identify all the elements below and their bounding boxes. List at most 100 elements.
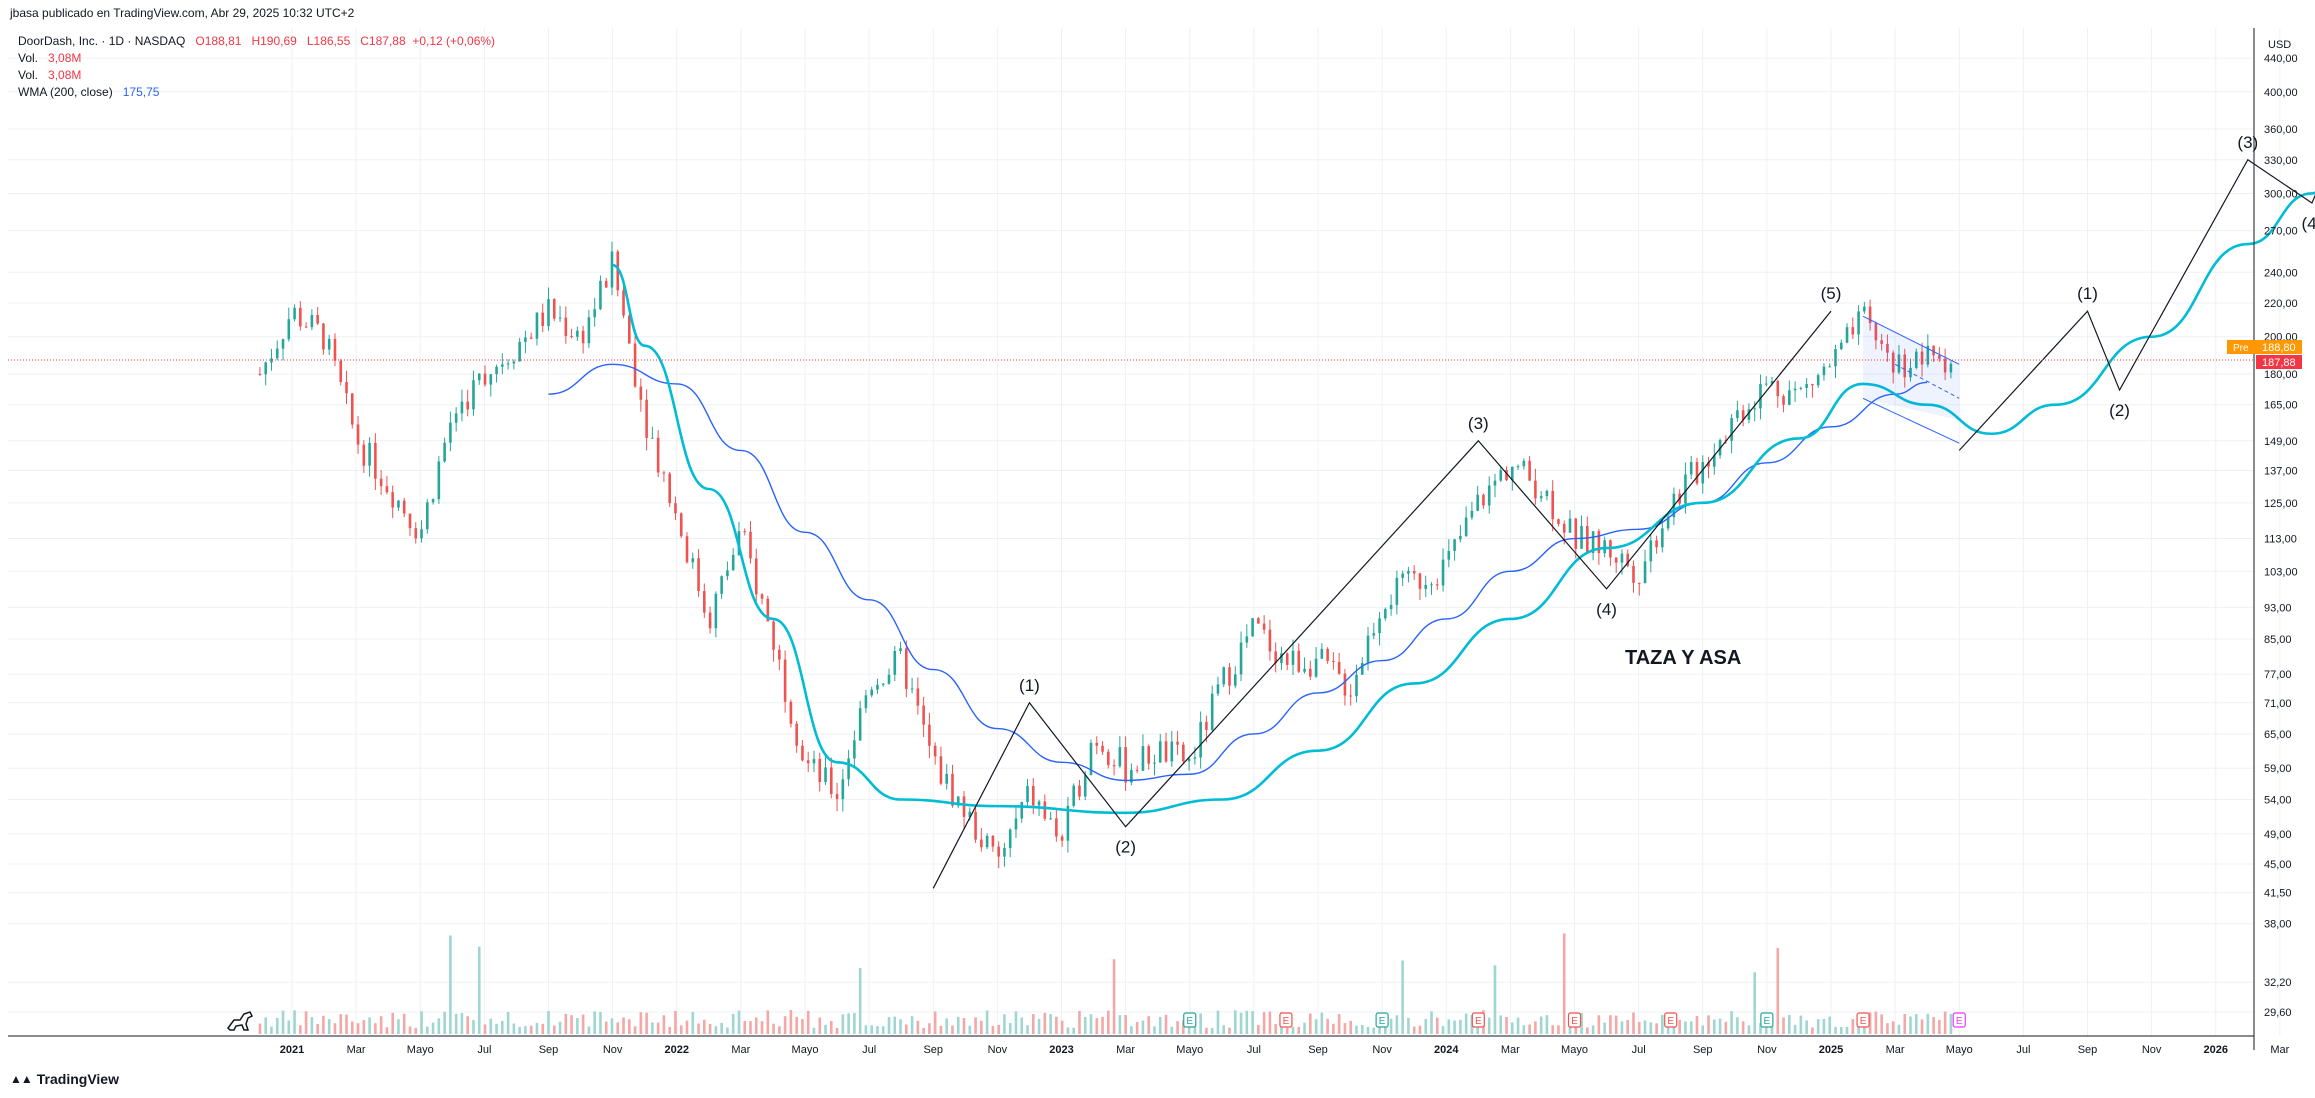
candle-body <box>604 280 608 288</box>
volume-bar <box>1447 1019 1451 1034</box>
candle-body <box>1493 480 1497 486</box>
volume-row-1[interactable]: Vol. 3,08M <box>18 50 495 67</box>
volume-bar <box>1349 1020 1353 1034</box>
earnings-icon[interactable] <box>1760 1012 1774 1028</box>
volume-bar <box>1216 1010 1220 1034</box>
candle-body <box>610 251 614 288</box>
candle-body <box>345 381 348 394</box>
candle-body <box>1568 518 1572 533</box>
candle-body <box>1868 306 1872 324</box>
candle-body <box>858 708 862 741</box>
volume-bar <box>916 1020 920 1034</box>
volume-bar <box>593 1011 596 1034</box>
volume-bar <box>541 1023 545 1034</box>
candle-body <box>1176 741 1179 745</box>
time-tick-label: 2024 <box>1434 1044 1459 1056</box>
wma-label: WMA (200, close) <box>18 85 113 99</box>
time-tick-label: 2023 <box>1049 1044 1073 1056</box>
candle-body <box>339 360 343 382</box>
volume-bar <box>824 1024 827 1034</box>
candle-body <box>402 500 406 514</box>
volume-bar <box>708 1023 712 1034</box>
earnings-icon[interactable] <box>1952 1012 1966 1028</box>
currency-label[interactable]: USD <box>2268 39 2291 51</box>
candle-body <box>870 689 873 696</box>
volume-bar <box>1337 1014 1341 1034</box>
symbol-row[interactable]: DoorDash, Inc. · 1D · NASDAQ O188,81 H19… <box>18 33 495 50</box>
candle-body <box>1424 585 1428 589</box>
candle-body <box>1949 363 1953 373</box>
candle-body <box>835 794 839 800</box>
candle-body <box>674 503 677 514</box>
wma-row[interactable]: WMA (200, close) 175,75 <box>18 84 495 101</box>
candle-body <box>1539 496 1543 499</box>
open-value: O188,81 <box>195 34 242 48</box>
candlestick-series <box>258 241 1953 869</box>
candle-body <box>1528 460 1531 481</box>
tradingview-brand[interactable]: ▲▲ TradingView <box>10 1071 119 1087</box>
volume-bar <box>933 1011 937 1034</box>
candle-body <box>818 758 822 783</box>
price-axis[interactable]: 440,00 400,00 360,00 330,00 300,00 270,00 240,… <box>2264 53 2298 1019</box>
volume-bar <box>1597 1015 1601 1034</box>
candle-body <box>1003 848 1006 857</box>
candle-body <box>1851 327 1855 335</box>
wave-label: (2) <box>1115 838 1136 857</box>
volume-bar <box>1060 1020 1064 1034</box>
volume-bar <box>327 1019 331 1034</box>
time-tick-label: Mar <box>347 1044 366 1056</box>
candle-body <box>1788 390 1791 405</box>
dino-icon[interactable] <box>227 1011 254 1031</box>
symbol-name: DoorDash, Inc. · 1D · NASDAQ <box>18 34 186 48</box>
candle-body <box>310 315 314 328</box>
earnings-icon[interactable] <box>1375 1012 1389 1028</box>
candle-body <box>512 361 516 364</box>
volume-bar <box>316 1023 319 1034</box>
volume-bar <box>1897 1024 1901 1034</box>
candle-body <box>1811 383 1814 386</box>
volume-bar <box>258 1023 262 1034</box>
cup-curve-line <box>612 191 2315 815</box>
candle-body <box>1741 410 1745 420</box>
volume-row-2[interactable]: Vol. 3,08M <box>18 67 495 84</box>
earnings-icon[interactable] <box>1183 1012 1197 1028</box>
volume-bar <box>1037 1018 1041 1034</box>
volume-bar <box>1724 1021 1728 1034</box>
volume-bar <box>835 1027 839 1034</box>
earnings-label: E <box>1667 1016 1674 1027</box>
volume-bar <box>1101 1016 1104 1034</box>
price-tick-label: 125,00 <box>2264 498 2298 510</box>
volume-bar <box>1718 1018 1722 1034</box>
candle-body <box>1649 540 1653 562</box>
earnings-icon[interactable] <box>1567 1012 1582 1028</box>
price-tick-label: 330,00 <box>2264 155 2298 167</box>
candle-body <box>1384 609 1387 619</box>
candle-body <box>910 688 914 690</box>
volume-bar <box>1135 1022 1139 1034</box>
volume-bar <box>760 1021 764 1034</box>
candle-body <box>1257 618 1260 624</box>
volume-bar <box>483 1024 487 1034</box>
volume-bar <box>1360 1024 1364 1034</box>
volume-bar <box>1107 1010 1110 1034</box>
volume-bar <box>703 1019 706 1034</box>
earnings-icon[interactable] <box>1856 1012 1870 1028</box>
time-axis[interactable]: 2021 Mar Mayo Jul Sep Nov 2022 Mar Mayo Jul Sep Nov… <box>280 1044 2315 1056</box>
volume-bar <box>1031 1014 1035 1034</box>
volume-bar <box>1153 1026 1156 1034</box>
candle-body <box>1314 658 1318 677</box>
volume-bar <box>420 1011 423 1034</box>
candle-body <box>1730 418 1733 441</box>
earnings-icon[interactable] <box>1471 1012 1485 1028</box>
volume-bar <box>754 1017 758 1034</box>
change-value: +0,12 (+0,06%) <box>412 34 496 48</box>
price-tick-label: 54,00 <box>2264 795 2292 807</box>
earnings-icon[interactable] <box>1279 1012 1293 1028</box>
earnings-icon[interactable] <box>1664 1012 1678 1028</box>
volume-bar <box>951 1025 954 1034</box>
volume-bar <box>1759 1023 1762 1034</box>
candle-body <box>1112 765 1116 767</box>
candle-body <box>899 648 902 652</box>
